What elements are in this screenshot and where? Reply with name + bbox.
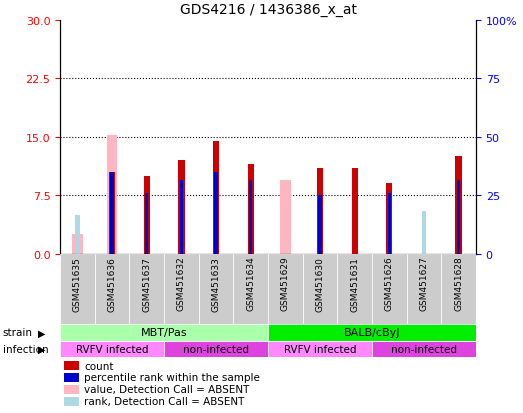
Bar — [372, 341, 476, 357]
Bar — [129, 254, 164, 324]
Bar — [64, 361, 79, 370]
Bar — [319, 196, 322, 254]
Text: GSM451633: GSM451633 — [212, 256, 221, 311]
Text: infection: infection — [3, 344, 48, 354]
Bar — [351, 169, 358, 254]
Text: GSM451626: GSM451626 — [385, 256, 394, 311]
Bar — [372, 254, 407, 324]
Text: GSM451634: GSM451634 — [246, 256, 255, 311]
Text: ▶: ▶ — [38, 328, 45, 337]
Bar — [60, 341, 164, 357]
Title: GDS4216 / 1436386_x_at: GDS4216 / 1436386_x_at — [179, 3, 357, 17]
Bar — [280, 180, 291, 254]
Text: GSM451632: GSM451632 — [177, 256, 186, 311]
Bar — [72, 235, 83, 254]
Bar — [268, 254, 303, 324]
Text: GSM451636: GSM451636 — [108, 256, 117, 311]
Bar — [64, 373, 79, 382]
Bar — [247, 164, 254, 254]
Bar — [64, 385, 79, 394]
Text: BALB/cByJ: BALB/cByJ — [344, 328, 400, 337]
Text: strain: strain — [3, 328, 32, 337]
Bar — [164, 254, 199, 324]
Bar — [109, 172, 115, 254]
Bar — [386, 184, 392, 254]
Text: GSM451629: GSM451629 — [281, 256, 290, 311]
Bar — [214, 172, 218, 254]
Text: percentile rank within the sample: percentile rank within the sample — [84, 373, 260, 382]
Bar — [388, 193, 391, 254]
Bar — [145, 193, 149, 254]
Text: RVFV infected: RVFV infected — [76, 344, 149, 354]
Bar — [164, 341, 268, 357]
Text: GSM451627: GSM451627 — [419, 256, 428, 311]
Bar — [95, 254, 129, 324]
Bar — [303, 254, 337, 324]
Text: count: count — [84, 361, 114, 371]
Bar — [107, 136, 117, 254]
Bar — [268, 341, 372, 357]
Bar — [144, 176, 150, 254]
Text: non-infected: non-infected — [391, 344, 457, 354]
Bar — [422, 211, 426, 254]
Bar — [110, 172, 114, 254]
Bar — [60, 324, 268, 341]
Text: non-infected: non-infected — [183, 344, 249, 354]
Bar — [64, 397, 79, 406]
Bar — [317, 169, 323, 254]
Text: value, Detection Call = ABSENT: value, Detection Call = ABSENT — [84, 385, 249, 394]
Text: GSM451635: GSM451635 — [73, 256, 82, 311]
Bar — [456, 157, 462, 254]
Bar — [178, 161, 185, 254]
Bar — [199, 254, 233, 324]
Text: rank, Detection Call = ABSENT: rank, Detection Call = ABSENT — [84, 396, 245, 406]
Bar — [249, 180, 253, 254]
Bar — [337, 254, 372, 324]
Text: GSM451630: GSM451630 — [315, 256, 324, 311]
Bar — [60, 254, 95, 324]
Bar — [180, 180, 183, 254]
Text: MBT/Pas: MBT/Pas — [141, 328, 187, 337]
Text: GSM451637: GSM451637 — [142, 256, 151, 311]
Text: ▶: ▶ — [38, 344, 45, 354]
Bar — [268, 324, 476, 341]
Bar — [213, 141, 219, 254]
Text: GSM451628: GSM451628 — [454, 256, 463, 311]
Text: GSM451631: GSM451631 — [350, 256, 359, 311]
Text: RVFV infected: RVFV infected — [284, 344, 356, 354]
Bar — [407, 254, 441, 324]
Bar — [233, 254, 268, 324]
Bar — [457, 180, 460, 254]
Bar — [353, 204, 357, 254]
Bar — [441, 254, 476, 324]
Bar — [75, 215, 79, 254]
